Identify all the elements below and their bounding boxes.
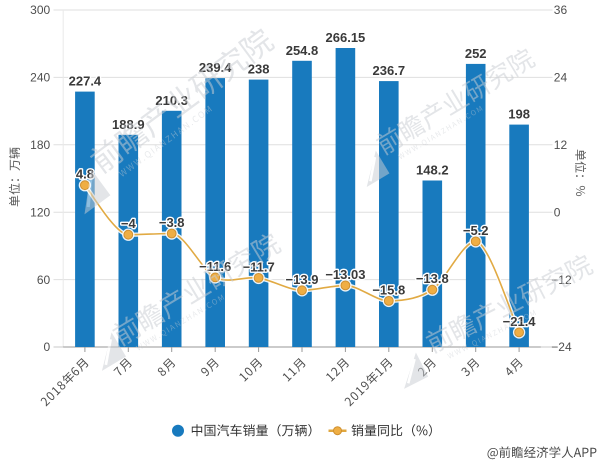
svg-text:−5.2: −5.2 <box>463 223 489 238</box>
svg-text:238: 238 <box>248 62 270 77</box>
svg-text:148.2: 148.2 <box>416 163 449 178</box>
svg-text:120: 120 <box>30 205 50 219</box>
svg-text:−13.03: −13.03 <box>325 267 365 282</box>
svg-text:36: 36 <box>554 3 568 17</box>
svg-text:240: 240 <box>30 71 50 85</box>
svg-text:−11.7: −11.7 <box>243 259 275 274</box>
svg-text:−4: −4 <box>121 216 137 231</box>
svg-text:−13.8: −13.8 <box>416 271 449 286</box>
svg-text:227.4: 227.4 <box>69 74 102 89</box>
svg-text:−21.4: −21.4 <box>503 314 537 329</box>
svg-text:−13.9: −13.9 <box>286 272 319 287</box>
svg-text:24: 24 <box>554 71 568 85</box>
svg-text:60: 60 <box>37 273 51 287</box>
svg-text:300: 300 <box>30 3 50 17</box>
svg-text:266.15: 266.15 <box>326 30 366 45</box>
svg-text:236.7: 236.7 <box>373 63 406 78</box>
svg-text:198: 198 <box>508 107 530 122</box>
svg-text:252: 252 <box>465 46 487 61</box>
svg-text:12: 12 <box>554 138 568 152</box>
svg-text:0: 0 <box>554 205 561 219</box>
svg-text:180: 180 <box>30 138 50 152</box>
svg-text:254.8: 254.8 <box>286 43 319 58</box>
svg-text:0: 0 <box>44 340 51 354</box>
svg-text:−3.8: −3.8 <box>159 215 185 230</box>
svg-text:−15.8: −15.8 <box>372 282 405 297</box>
svg-text:−24: −24 <box>551 340 572 354</box>
